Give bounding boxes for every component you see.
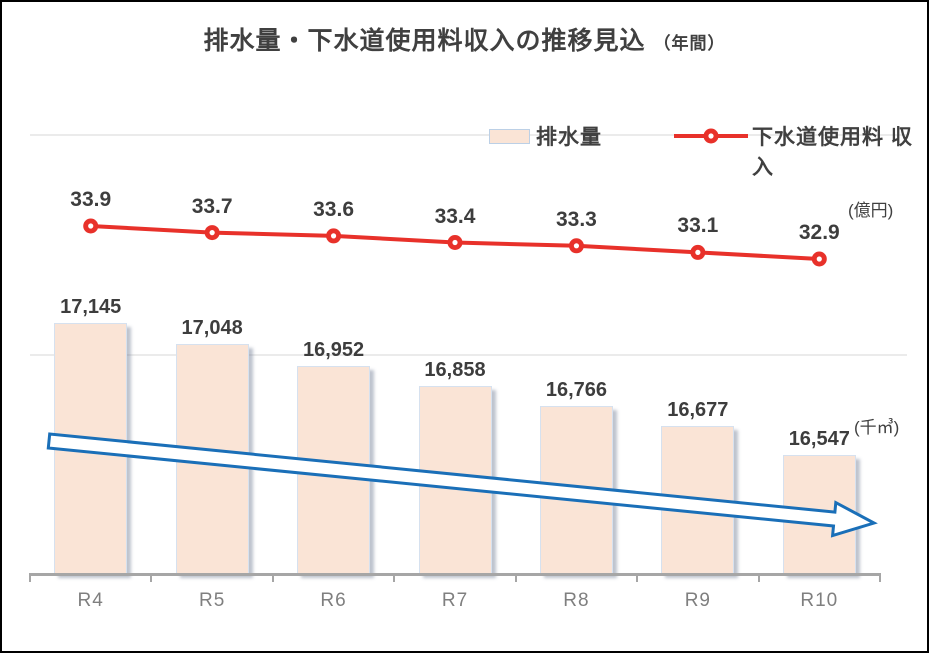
legend-label-line: 下水道使用料 収入 <box>752 126 913 179</box>
gridline <box>30 134 907 136</box>
bar-axis-unit-label: (千㎥) <box>854 418 900 437</box>
bar <box>175 344 249 574</box>
chart-title-suffix: （年間） <box>653 34 726 53</box>
line-value-label: 33.6 <box>313 197 354 221</box>
x-axis-label: R6 <box>320 590 347 611</box>
line-value-label: 33.1 <box>677 214 719 238</box>
x-axis-tick <box>636 573 639 582</box>
x-axis-label: R4 <box>77 590 104 611</box>
legend-label-bar: 排水量 <box>536 126 602 149</box>
bar-value-label: 16,858 <box>424 359 486 382</box>
bar <box>539 406 613 574</box>
x-axis-tick <box>271 573 274 582</box>
x-axis-tick <box>29 573 31 582</box>
x-axis-tick <box>879 573 881 582</box>
x-axis-tick <box>150 573 153 582</box>
line-value-label: 33.4 <box>434 204 476 228</box>
bar <box>661 426 735 574</box>
bar <box>54 323 128 574</box>
bar-value-label: 17,145 <box>60 296 122 319</box>
bar <box>782 454 856 574</box>
bar <box>418 386 492 574</box>
gridline <box>30 354 907 356</box>
x-axis-label: R5 <box>198 590 226 611</box>
legend-line-marker-center <box>708 133 714 139</box>
x-axis-label: R10 <box>800 590 839 611</box>
bar-value-label: 16,952 <box>302 338 365 361</box>
bar-value-label: 16,677 <box>667 399 729 422</box>
line-value-label: 33.9 <box>70 188 112 211</box>
bar-value-label: 17,048 <box>181 317 243 340</box>
x-axis-label: R7 <box>441 590 469 611</box>
legend-line-swatch <box>674 128 748 144</box>
x-axis-tick <box>514 573 517 582</box>
bar <box>297 365 371 574</box>
chart-title-main: 排水量・下水道使用料収入の推移見込 <box>203 27 646 55</box>
line-value-label: 32.9 <box>798 221 840 244</box>
x-axis-tick <box>757 573 760 582</box>
x-axis-line <box>30 573 880 576</box>
line-value-label: 33.7 <box>191 194 233 218</box>
x-axis-tick <box>393 573 396 582</box>
line-axis-unit-label: (億円) <box>848 201 894 220</box>
x-axis-label: R8 <box>563 590 590 611</box>
legend-bar-swatch <box>489 129 530 144</box>
bar-value-label: 16,766 <box>545 379 607 402</box>
line-value-label: 33.3 <box>555 207 597 231</box>
chart-title: 排水量・下水道使用料収入の推移見込 （年間） <box>2 21 927 57</box>
x-axis-label: R9 <box>684 590 711 611</box>
